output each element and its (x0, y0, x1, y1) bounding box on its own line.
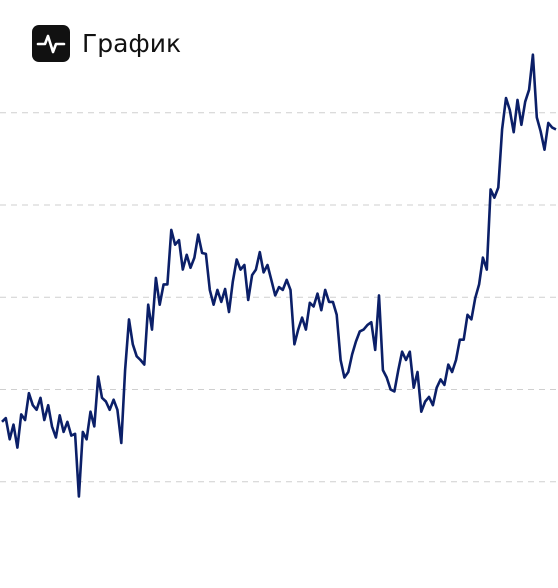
chart-icon (32, 25, 70, 62)
line-series (1, 53, 557, 498)
chart-title: График (82, 29, 181, 58)
